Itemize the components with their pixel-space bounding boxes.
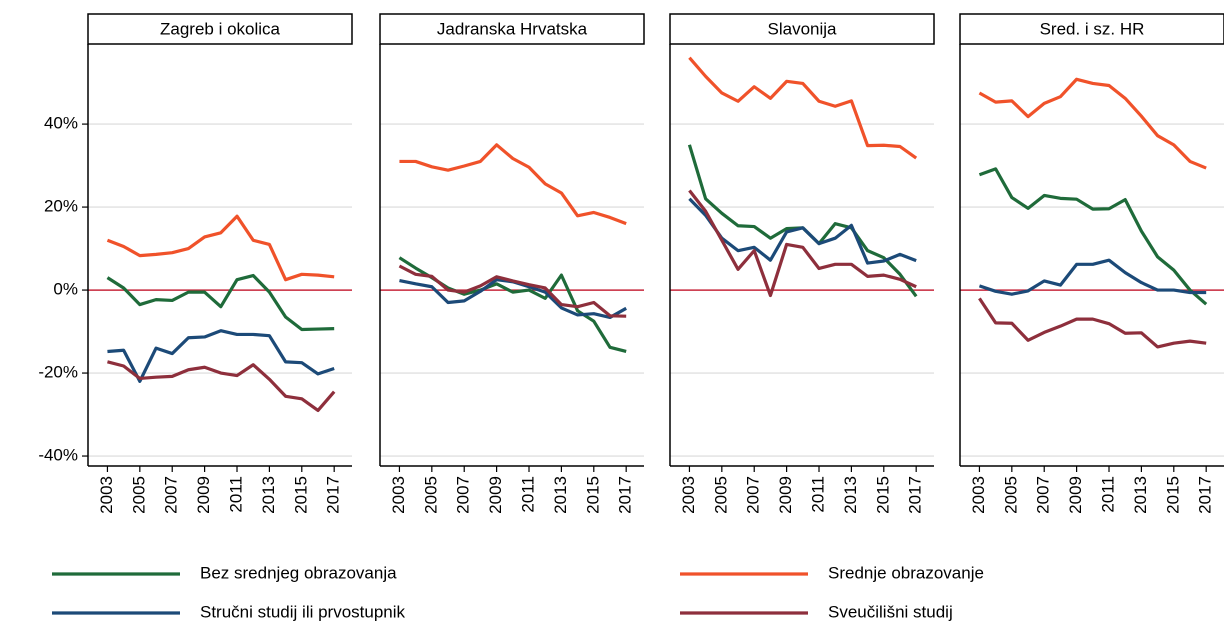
x-tick-label: 2005 xyxy=(421,476,440,514)
x-tick-label: 2003 xyxy=(389,476,408,514)
x-tick-label: 2007 xyxy=(1034,476,1053,514)
series-line xyxy=(398,264,627,318)
panel-title: Slavonija xyxy=(768,19,838,38)
x-tick-label: 2009 xyxy=(1066,476,1085,514)
series-line xyxy=(688,56,918,160)
series-line xyxy=(978,297,1207,349)
series-line xyxy=(399,143,627,226)
series-line xyxy=(107,360,336,412)
x-tick-label: 2015 xyxy=(1163,476,1182,514)
x-tick-label: 2005 xyxy=(129,476,148,514)
x-tick-label: 2013 xyxy=(1131,476,1150,514)
series-line xyxy=(978,258,1207,296)
y-tick-label: 40% xyxy=(44,114,78,133)
x-tick-label: 2017 xyxy=(324,476,343,514)
x-tick-label: 2015 xyxy=(873,476,892,514)
y-tick-label: -20% xyxy=(38,363,78,382)
x-tick-label: 2017 xyxy=(616,476,635,514)
y-tick-label: 0% xyxy=(53,280,78,299)
y-tick-label: 20% xyxy=(44,197,78,216)
series-line xyxy=(688,197,917,265)
legend-label: Sveučilišni studij xyxy=(828,602,953,621)
x-tick-label: 2009 xyxy=(486,476,505,514)
x-tick-label: 2003 xyxy=(679,476,698,514)
panel-title: Zagreb i okolica xyxy=(160,19,281,38)
series-line xyxy=(687,144,918,298)
x-tick-label: 2015 xyxy=(583,476,602,514)
series-line xyxy=(106,273,335,332)
series-line xyxy=(688,189,917,298)
x-tick-label: 2005 xyxy=(1001,476,1020,514)
x-tick-label: 2013 xyxy=(551,476,570,514)
x-tick-label: 2011 xyxy=(226,476,245,513)
panel-header xyxy=(669,13,935,45)
x-tick-label: 2005 xyxy=(711,476,730,514)
x-tick-label: 2007 xyxy=(454,476,473,514)
x-tick-label: 2017 xyxy=(1196,476,1215,514)
legend-label: Stručni studij ili prvostupnik xyxy=(200,602,406,621)
x-tick-label: 2011 xyxy=(1098,476,1117,513)
x-tick-label: 2011 xyxy=(518,476,537,513)
x-tick-label: 2009 xyxy=(776,476,795,514)
series-line xyxy=(978,167,1208,306)
series-line xyxy=(399,278,627,320)
series-line xyxy=(106,214,335,282)
y-tick-label: -40% xyxy=(38,446,78,465)
legend-label: Bez srednjeg obrazovanja xyxy=(200,563,397,582)
x-tick-label: 2015 xyxy=(291,476,310,514)
x-tick-label: 2013 xyxy=(841,476,860,514)
panel-title: Sred. i sz. HR xyxy=(1040,19,1145,38)
panel-title: Jadranska Hrvatska xyxy=(437,19,588,38)
x-tick-label: 2003 xyxy=(97,476,116,514)
series-line xyxy=(107,329,335,383)
x-tick-label: 2007 xyxy=(744,476,763,514)
panel-header xyxy=(379,13,645,45)
series-line xyxy=(398,256,627,354)
panel-header xyxy=(87,13,353,45)
x-tick-label: 2009 xyxy=(194,476,213,514)
x-tick-label: 2013 xyxy=(259,476,278,514)
x-tick-label: 2011 xyxy=(808,476,827,513)
series-line xyxy=(978,77,1207,170)
legend-label: Srednje obrazovanje xyxy=(828,563,984,582)
x-tick-label: 2007 xyxy=(162,476,181,514)
x-tick-label: 2003 xyxy=(969,476,988,514)
panel-header xyxy=(959,13,1224,45)
x-tick-label: 2017 xyxy=(906,476,925,514)
